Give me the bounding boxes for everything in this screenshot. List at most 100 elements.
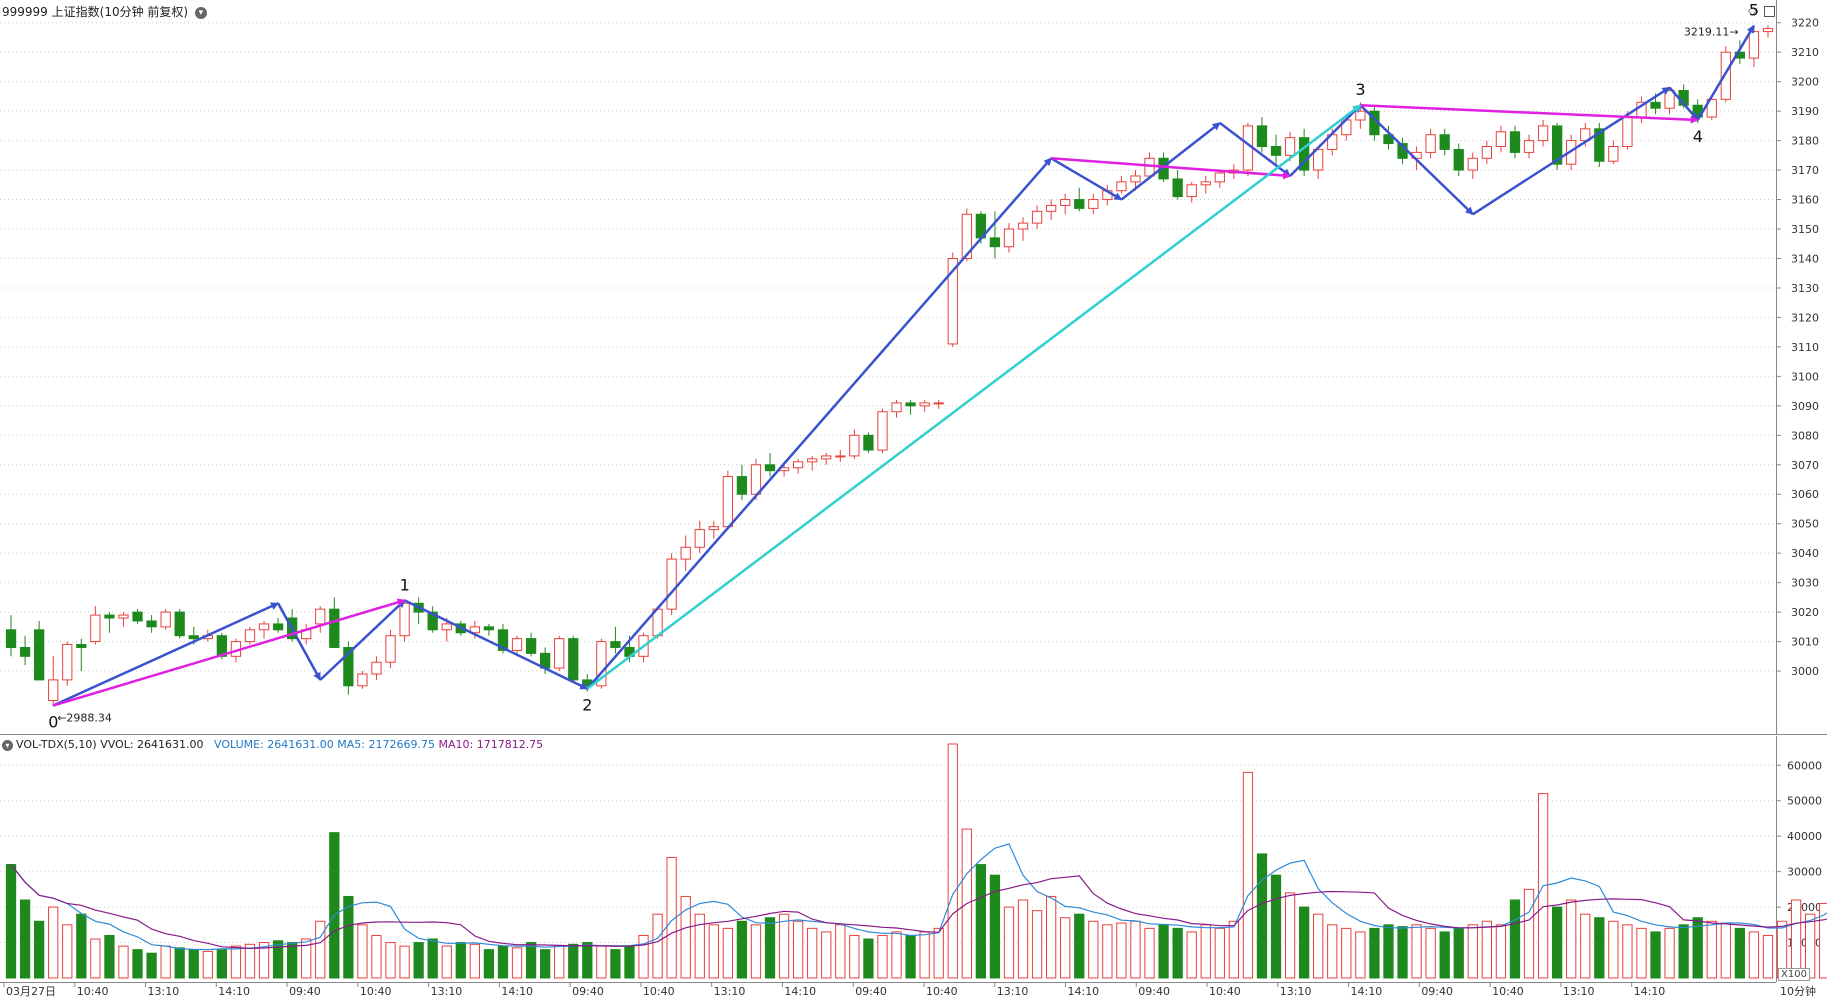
candle-body xyxy=(1003,228,1015,248)
volume-bar xyxy=(48,906,59,979)
volume-bar xyxy=(1819,903,1827,979)
volume-bar xyxy=(1369,927,1380,979)
volume-bar xyxy=(1748,931,1760,979)
price-chart: 3000 3010 3020 3030 3040 3050 3060 3070 3080 3090… xyxy=(0,0,1827,735)
candle-body xyxy=(1622,116,1633,148)
candle-body xyxy=(891,402,902,413)
volume-bar xyxy=(1805,913,1816,979)
volume-value: VOLUME: 2641631.00 xyxy=(214,738,334,751)
volume-bar xyxy=(891,931,902,979)
time-tick-label: 13:10 xyxy=(1563,985,1595,998)
volume-bar xyxy=(1074,913,1085,979)
volume-bar xyxy=(427,938,438,979)
period-info: (10分钟 前复权) xyxy=(99,5,189,19)
volume-bar xyxy=(188,949,199,979)
panel-toggle-icon[interactable] xyxy=(1764,5,1775,17)
ma5-value: MA5: 2172669.75 xyxy=(337,738,435,751)
time-tick-label: 09:40 xyxy=(1421,985,1453,998)
candle-body xyxy=(1144,157,1155,177)
volume-bar xyxy=(807,927,818,979)
volume-bar xyxy=(1256,853,1268,979)
candle-body xyxy=(315,608,326,625)
candle-body xyxy=(146,620,157,628)
price-tick-label: 3210 xyxy=(1791,46,1819,59)
price-tick-label: 3220 xyxy=(1791,17,1819,30)
candle-body xyxy=(1214,172,1225,183)
time-tick-label: 10:40 xyxy=(360,985,392,998)
volume-bar xyxy=(919,931,930,979)
volume-bar xyxy=(1341,927,1352,979)
candle-body xyxy=(1256,125,1268,148)
volume-bar xyxy=(118,945,129,979)
candle-body xyxy=(90,614,101,643)
wave-label: 4 xyxy=(1693,127,1703,146)
volume-bar xyxy=(1636,927,1647,979)
candle-body xyxy=(357,673,368,687)
candle-body xyxy=(483,626,495,631)
price-tick-label: 3170 xyxy=(1791,164,1819,177)
candle-body xyxy=(1762,28,1774,33)
diamond-icon[interactable]: ◇ xyxy=(1748,4,1757,17)
volume-bar xyxy=(1214,927,1225,979)
time-tick-label: 14:10 xyxy=(1634,985,1666,998)
volume-bar xyxy=(483,949,495,979)
candle-body xyxy=(933,402,944,405)
volume-bar xyxy=(1706,920,1717,979)
volume-bar xyxy=(1678,924,1689,979)
chevron-down-icon[interactable]: ▾ xyxy=(2,739,13,751)
candle-body xyxy=(1537,125,1549,142)
volume-bar xyxy=(343,895,354,979)
time-tick-label: 13:10 xyxy=(431,985,463,998)
volume-bar xyxy=(568,943,579,979)
volume-bar xyxy=(1439,931,1450,979)
high-price-label: 3219.11→ xyxy=(1684,26,1739,39)
volume-bar xyxy=(469,943,480,979)
volume-bar xyxy=(1158,924,1169,979)
candle-body xyxy=(160,611,171,628)
candle-body xyxy=(118,614,129,619)
volume-bar xyxy=(933,927,944,979)
volume-bar xyxy=(1622,924,1633,979)
volume-bar xyxy=(1523,888,1535,979)
candle-body xyxy=(258,623,270,631)
time-tick-label: 03月27日 xyxy=(6,985,56,998)
volume-bar xyxy=(76,913,87,979)
volume-bar xyxy=(244,943,256,979)
volume-legend: ▾ VOL-TDX(5,10) VVOL: 2641631.00 VOLUME: … xyxy=(2,738,543,751)
candle-body xyxy=(132,611,143,622)
volume-bar xyxy=(146,952,157,979)
candle-body xyxy=(525,638,537,654)
price-chart-panel[interactable]: 3000 3010 3020 3030 3040 3050 3060 3070 3080 3090… xyxy=(0,0,1827,735)
candle-body xyxy=(399,602,410,637)
wave-segment xyxy=(1696,24,1755,121)
trend-line xyxy=(586,104,1362,690)
trend-line xyxy=(1360,104,1699,124)
vol-indicator-name[interactable]: VOL-TDX(5,10) xyxy=(16,738,97,751)
candle-body xyxy=(610,641,621,648)
ma5-line xyxy=(10,843,1827,951)
candle-body xyxy=(1074,199,1085,209)
volume-bar xyxy=(1130,920,1141,979)
volume-bar xyxy=(1411,924,1422,979)
candle-body xyxy=(385,635,396,663)
volume-chart-panel[interactable]: 10000 20000 30000 40000 50000 60000 xyxy=(0,736,1827,982)
volume-bar xyxy=(1664,927,1675,979)
volume-bar xyxy=(441,945,452,979)
volume-bar xyxy=(1313,913,1324,979)
chevron-down-icon[interactable]: ▾ xyxy=(194,6,207,19)
volume-bar xyxy=(835,924,846,979)
candle-body xyxy=(1270,146,1282,156)
candle-body xyxy=(1284,137,1296,156)
candle-body xyxy=(76,644,87,648)
wave-segment xyxy=(1359,104,1474,216)
volume-bar xyxy=(511,947,523,979)
candle-body xyxy=(750,464,762,495)
candle-body xyxy=(736,476,748,495)
candle-body xyxy=(764,464,776,472)
volume-bar xyxy=(750,924,762,979)
candle-body xyxy=(329,608,340,648)
candle-body xyxy=(596,641,607,687)
price-tick-label: 3110 xyxy=(1791,341,1819,354)
volume-bar xyxy=(1003,906,1015,979)
volume-bar xyxy=(1397,926,1408,979)
